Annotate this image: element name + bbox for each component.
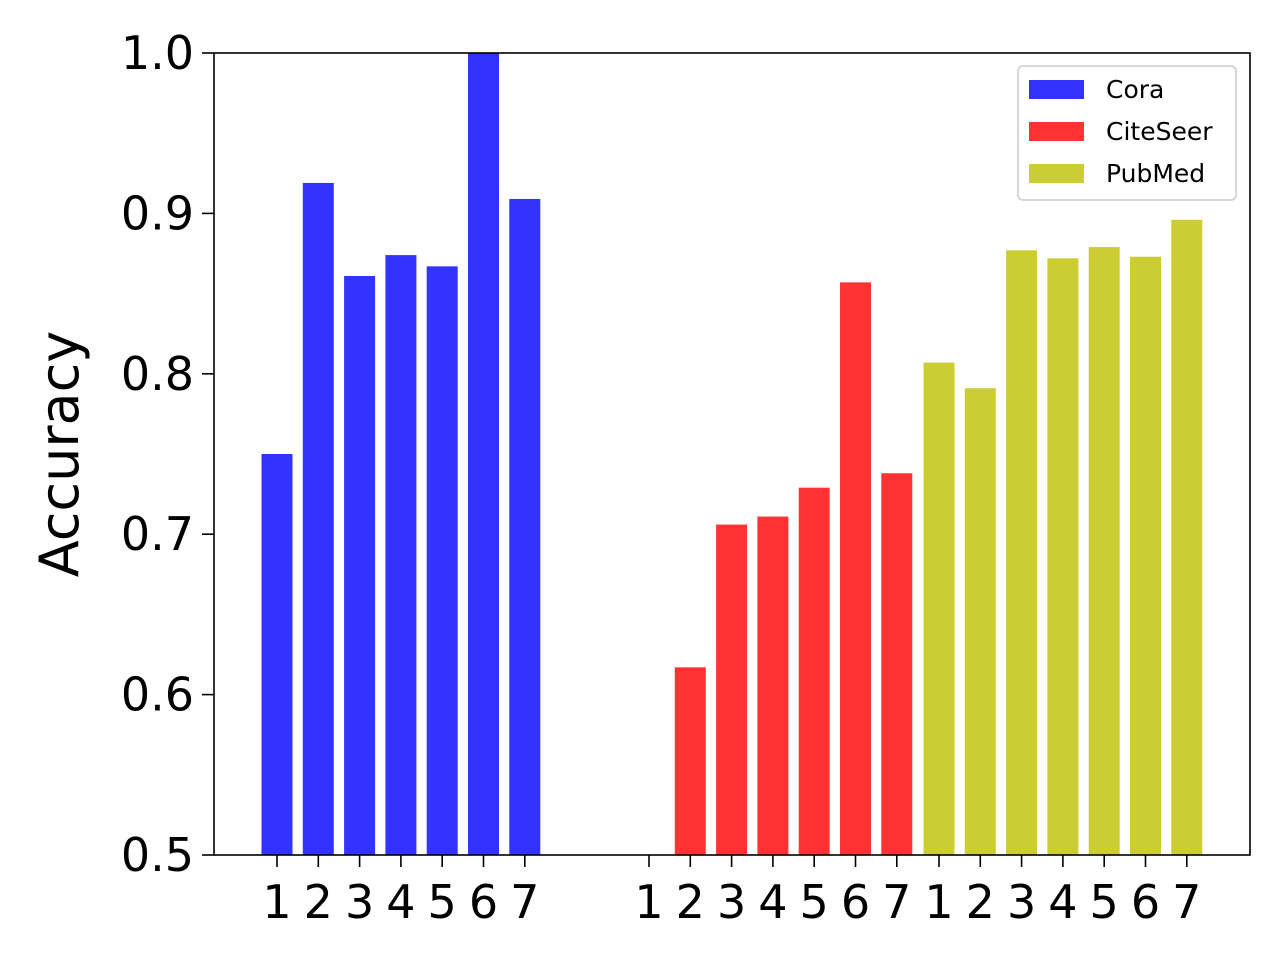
legend-swatch-cora	[1029, 80, 1084, 99]
bar-cora-7	[509, 198, 541, 855]
y-tick-label: 0.5	[121, 828, 194, 882]
bar-pubmed-7	[1171, 219, 1203, 855]
bar-cora-6	[468, 53, 499, 855]
x-tick-label: 7	[1172, 875, 1201, 929]
x-tick-label: 1	[634, 875, 663, 929]
bar-cora-3	[344, 275, 376, 856]
x-tick-label: 1	[924, 875, 953, 929]
bar-citeseer-3	[716, 524, 748, 855]
x-tick-label: 2	[966, 875, 995, 929]
x-tick-label: 3	[717, 875, 746, 929]
bar-pubmed-4	[1047, 258, 1079, 855]
x-tick-label: 5	[428, 875, 457, 929]
bars-layer	[261, 53, 1203, 856]
y-axis-label: Accuracy	[28, 331, 91, 578]
x-tick-label: 6	[841, 875, 870, 929]
bar-pubmed-3	[1006, 250, 1038, 856]
bar-cora-4	[385, 255, 417, 856]
legend-swatch-pubmed	[1029, 164, 1084, 183]
x-tick-label: 1	[262, 875, 291, 929]
bar-cora-2	[302, 182, 334, 856]
x-tick-label: 4	[386, 875, 415, 929]
bar-citeseer-4	[757, 516, 789, 855]
x-tick-label: 3	[345, 875, 374, 929]
y-axis: 0.5 0.6 0.7 0.8 0.9 1.0	[121, 26, 214, 882]
y-tick-label: 0.8	[121, 347, 194, 401]
bar-citeseer-5	[798, 487, 830, 855]
y-tick-label: 0.9	[121, 186, 194, 240]
bar-citeseer-6	[840, 282, 871, 855]
bar-pubmed-1	[923, 362, 955, 855]
y-tick-label: 0.7	[121, 507, 194, 561]
x-tick-label: 6	[1131, 875, 1160, 929]
legend-swatch-citeseer	[1029, 122, 1084, 141]
y-tick-label: 0.6	[121, 668, 194, 722]
bar-citeseer-2	[674, 667, 706, 855]
bar-pubmed-2	[964, 388, 996, 855]
bar-cora-5	[426, 266, 458, 856]
x-tick-label: 5	[800, 875, 829, 929]
legend-label-cora: Cora	[1106, 75, 1164, 104]
x-tick-label: 6	[469, 875, 498, 929]
x-tick-label: 3	[1007, 875, 1036, 929]
bar-pubmed-5	[1088, 247, 1120, 855]
x-tick-label: 4	[758, 875, 787, 929]
x-tick-label: 5	[1090, 875, 1119, 929]
bar-cora-1	[261, 454, 293, 855]
y-tick-label: 1.0	[121, 26, 194, 80]
x-tick-label: 2	[676, 875, 705, 929]
x-tick-label: 7	[882, 875, 911, 929]
x-tick-label: 7	[510, 875, 539, 929]
bar-pubmed-6	[1130, 256, 1161, 856]
legend: Cora CiteSeer PubMed	[1017, 65, 1237, 201]
bar-citeseer-7	[881, 473, 913, 855]
legend-label-pubmed: PubMed	[1106, 159, 1205, 188]
x-tick-label: 2	[304, 875, 333, 929]
x-tick-label: 4	[1048, 875, 1077, 929]
legend-label-citeseer: CiteSeer	[1106, 117, 1213, 146]
